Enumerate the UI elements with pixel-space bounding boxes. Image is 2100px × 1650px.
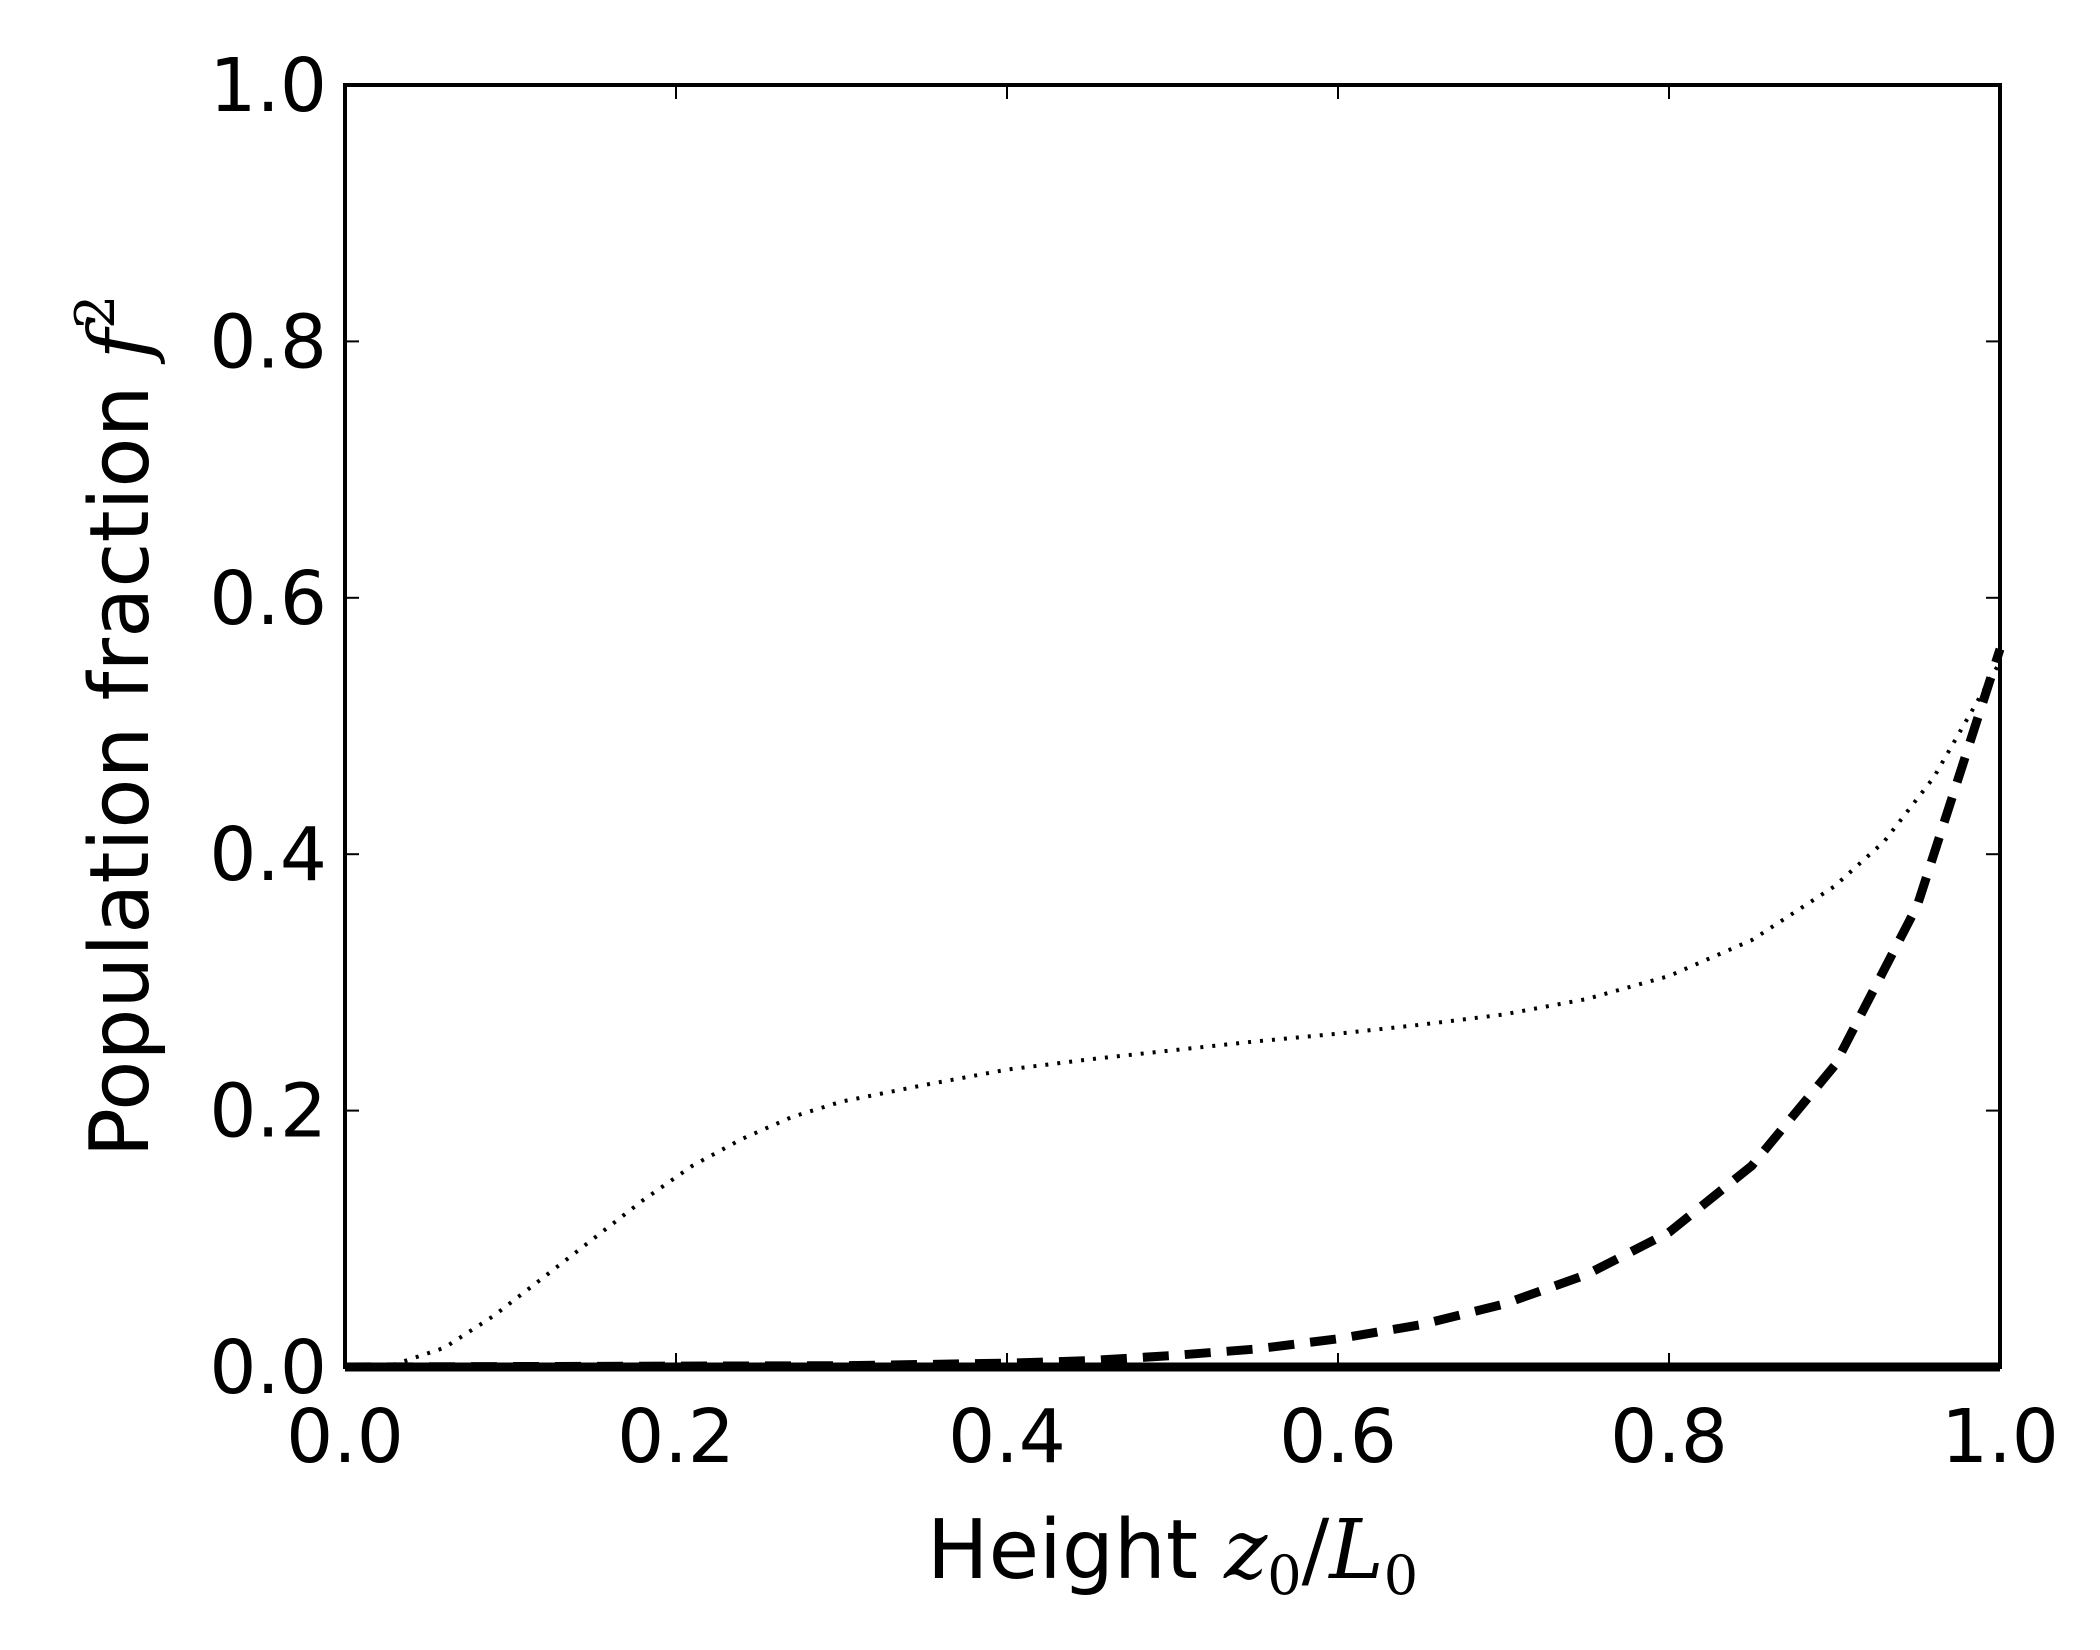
x-axis-label: Height z0/L0 [927,1503,1418,1607]
tick-layer: 0.0 0.2 0.4 0.6 0.8 1.0 0.0 0.2 0.4 0.6 0.8 1.0 [209,43,2059,1480]
x-tick-label: 0.6 [1279,1394,1397,1480]
y-tick-label: 0.2 [209,1069,327,1155]
y-tick-label: 1.0 [209,43,327,129]
series-line-dashed [344,647,2005,1372]
series-layer [344,647,2005,1372]
plot-frame [343,83,2002,1369]
x-tick-label: 0.0 [286,1394,404,1480]
y-tick-label: 0.0 [209,1325,327,1411]
y-tick-label: 0.8 [209,299,327,385]
x-tick-label: 0.2 [617,1394,735,1480]
series-line-dotted [344,660,2002,1369]
x-tick-label: 0.4 [948,1394,1066,1480]
y-axis-label: Population fraction f2 [64,295,168,1158]
y-tick-label: 0.6 [209,556,327,642]
y-tick-label: 0.4 [209,812,327,898]
x-tick-label: 0.8 [1610,1394,1728,1480]
x-tick-label: 1.0 [1941,1394,2059,1480]
